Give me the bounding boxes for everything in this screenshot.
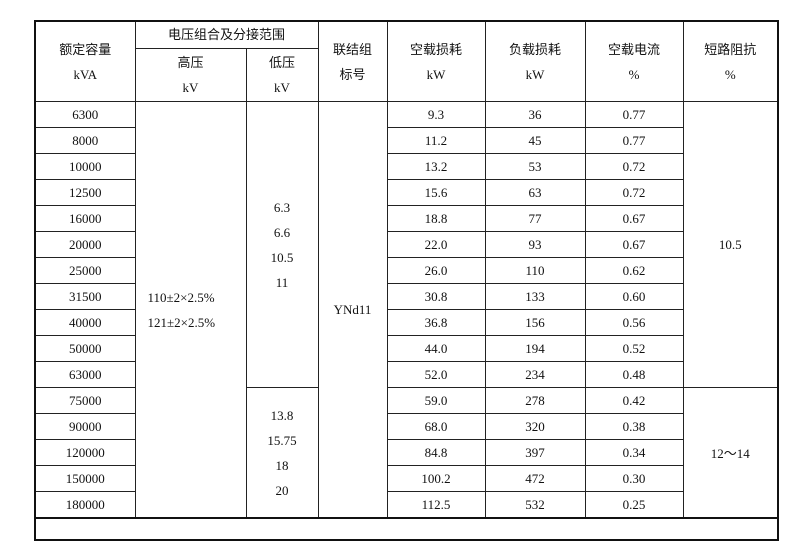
table-row: 150000 100.2 472 0.30 — [34, 465, 778, 492]
no-load-loss-cell: 30.8 — [386, 283, 486, 310]
no-load-loss-cell: 68.0 — [386, 413, 486, 440]
capacity-cell: 90000 — [34, 413, 136, 440]
no-load-current-cell: 0.77 — [584, 101, 684, 128]
capacity-cell: 40000 — [34, 309, 136, 336]
vector-group-cell: YNd11 — [317, 101, 388, 519]
load-loss-cell: 63 — [484, 179, 586, 206]
no-load-loss-cell: 84.8 — [386, 439, 486, 466]
no-load-loss-cell: 26.0 — [386, 257, 486, 284]
no-load-loss-cell: 18.8 — [386, 205, 486, 232]
header-lv: 低压 kV — [245, 48, 319, 102]
no-load-current-cell: 0.67 — [584, 231, 684, 258]
load-loss-cell: 36 — [484, 101, 586, 128]
no-load-loss-cell: 52.0 — [386, 361, 486, 388]
load-loss-cell: 53 — [484, 153, 586, 180]
no-load-loss-cell: 13.2 — [386, 153, 486, 180]
capacity-cell: 10000 — [34, 153, 136, 180]
no-load-current-cell: 0.34 — [584, 439, 684, 466]
hv-cell: 110±2×2.5% 121±2×2.5% — [134, 101, 247, 519]
table-row: 90000 68.0 320 0.38 — [34, 413, 778, 440]
load-loss-cell: 532 — [484, 491, 586, 519]
no-load-loss-cell: 36.8 — [386, 309, 486, 336]
no-load-current-cell: 0.25 — [584, 491, 684, 519]
header-no-load-loss: 空载损耗 kW — [386, 20, 486, 102]
capacity-cell: 25000 — [34, 257, 136, 284]
header-load-loss: 负载损耗 kW — [484, 20, 586, 102]
no-load-current-cell: 0.42 — [584, 387, 684, 414]
no-load-current-cell: 0.30 — [584, 465, 684, 492]
load-loss-cell: 278 — [484, 387, 586, 414]
load-loss-cell: 93 — [484, 231, 586, 258]
table-row: 12500 15.6 63 0.72 — [34, 179, 778, 206]
capacity-cell: 120000 — [34, 439, 136, 466]
no-load-current-cell: 0.48 — [584, 361, 684, 388]
table-row: 6300 110±2×2.5% 121±2×2.5% 6.3 6.6 10.5 11 YNd1… — [34, 101, 779, 519]
no-load-current-cell: 0.62 — [584, 257, 684, 284]
header-no-load-current: 空载电流% — [584, 20, 684, 102]
capacity-cell: 180000 — [34, 491, 136, 519]
transformer-parameters-table: 额定容量 kVA 电压组合及分接范围 联结组 标号 空载损耗 kW 负载损耗 kW 空载… — [34, 20, 779, 541]
no-load-loss-cell: 15.6 — [386, 179, 486, 206]
no-load-current-cell: 0.72 — [584, 153, 684, 180]
load-loss-cell: 234 — [484, 361, 586, 388]
no-load-loss-cell: 112.5 — [386, 491, 486, 519]
capacity-cell: 6300 — [34, 101, 136, 128]
table-row: 31500 30.8 133 0.60 — [34, 283, 778, 310]
header-voltage-group: 电压组合及分接范围 — [134, 20, 319, 49]
load-loss-cell: 472 — [484, 465, 586, 492]
no-load-current-cell: 0.56 — [584, 309, 684, 336]
lv-cell-group-1: 6.3 6.6 10.5 11 — [245, 101, 319, 388]
table-row: 25000 26.0 110 0.62 — [34, 257, 778, 284]
table-row: 180000 112.5 532 0.25 — [34, 491, 778, 519]
capacity-cell: 20000 — [34, 231, 136, 258]
header-vector-group: 联结组 标号 — [317, 20, 388, 102]
table-note-row — [34, 517, 779, 541]
load-loss-cell: 45 — [484, 127, 586, 154]
no-load-current-cell: 0.60 — [584, 283, 684, 310]
no-load-loss-cell: 44.0 — [386, 335, 486, 362]
table-row: 20000 22.0 93 0.67 — [34, 231, 778, 258]
load-loss-cell: 194 — [484, 335, 586, 362]
no-load-loss-cell: 59.0 — [386, 387, 486, 414]
no-load-current-cell: 0.38 — [584, 413, 684, 440]
capacity-cell: 12500 — [34, 179, 136, 206]
load-loss-cell: 77 — [484, 205, 586, 232]
header-hv: 高压 kV — [134, 48, 247, 102]
impedance-cell-1: 10.5 — [682, 101, 779, 388]
impedance-cell-2: 12～14 — [682, 387, 779, 519]
no-load-current-cell: 0.77 — [584, 127, 684, 154]
lv-cell-group-2: 13.8 15.75 18 20 — [245, 387, 319, 519]
capacity-cell: 31500 — [34, 283, 136, 310]
load-loss-cell: 397 — [484, 439, 586, 466]
capacity-cell: 75000 — [34, 387, 136, 414]
table-row: 8000 11.2 45 0.77 — [34, 127, 778, 154]
capacity-cell: 8000 — [34, 127, 136, 154]
load-loss-cell: 133 — [484, 283, 586, 310]
no-load-current-cell: 0.67 — [584, 205, 684, 232]
table-row: 75000 13.8 15.75 18 20 59.0 278 0.42 12～14 — [34, 387, 779, 519]
table-row: 16000 18.8 77 0.67 — [34, 205, 778, 232]
no-load-loss-cell: 9.3 — [386, 101, 486, 128]
load-loss-cell: 320 — [484, 413, 586, 440]
table-row: 10000 13.2 53 0.72 — [34, 153, 778, 180]
load-loss-cell: 156 — [484, 309, 586, 336]
no-load-loss-cell: 11.2 — [386, 127, 486, 154]
header-impedance: 短路阻抗% — [682, 20, 779, 102]
table-row: 120000 84.8 397 0.34 — [34, 439, 778, 466]
no-load-current-cell: 0.52 — [584, 335, 684, 362]
capacity-cell: 16000 — [34, 205, 136, 232]
table-row: 40000 36.8 156 0.56 — [34, 309, 778, 336]
capacity-cell: 50000 — [34, 335, 136, 362]
no-load-current-cell: 0.72 — [584, 179, 684, 206]
capacity-cell: 150000 — [34, 465, 136, 492]
header-capacity: 额定容量 kVA — [34, 20, 136, 102]
load-loss-cell: 110 — [484, 257, 586, 284]
no-load-loss-cell: 22.0 — [386, 231, 486, 258]
no-load-loss-cell: 100.2 — [386, 465, 486, 492]
capacity-cell: 63000 — [34, 361, 136, 388]
